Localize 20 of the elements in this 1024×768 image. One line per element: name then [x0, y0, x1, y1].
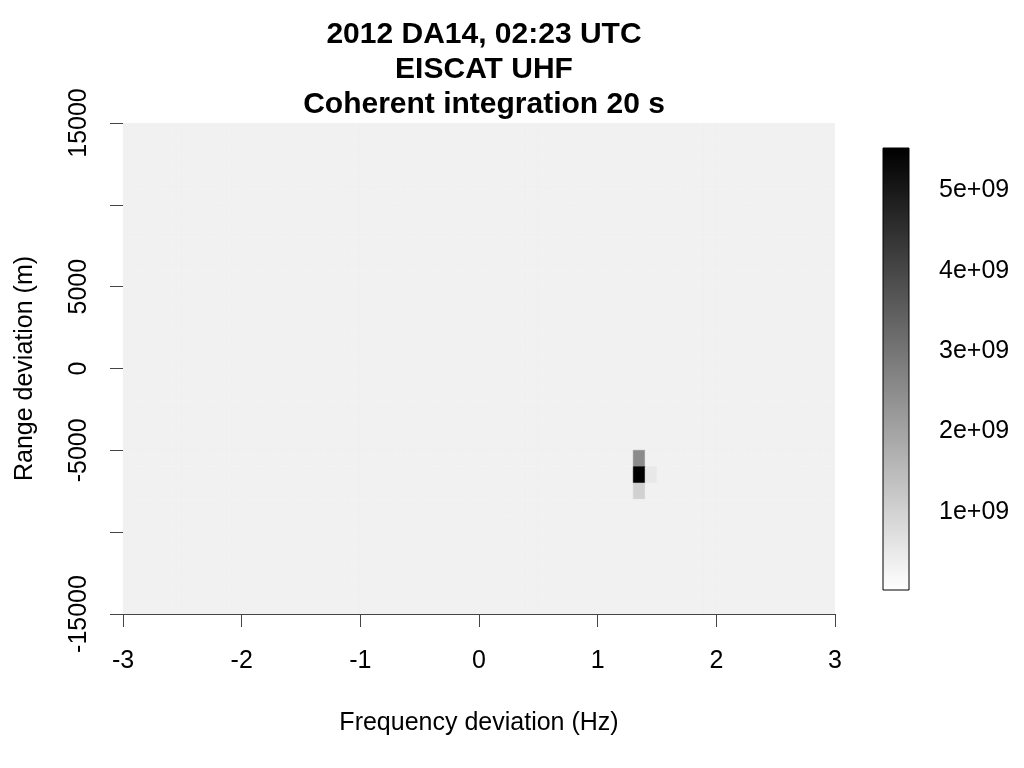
y-tick-label: -15000: [62, 575, 91, 653]
x-tick-label: 3: [828, 644, 842, 673]
chart-title: 2012 DA14, 02:23 UTC EISCAT UHF Coherent integration 20 s: [303, 16, 665, 119]
color-bar-label: 1e+09: [939, 495, 1010, 524]
x-tick-label: 1: [590, 644, 605, 673]
x-tick-label: -2: [230, 644, 253, 673]
color-bar-label: 4e+09: [939, 254, 1010, 283]
color-bar-label: 5e+09: [939, 174, 1010, 203]
y-tick-label: 5000: [62, 258, 91, 315]
color-bar-label: 3e+09: [939, 334, 1010, 363]
x-tick-label: 0: [472, 644, 486, 673]
y-tick-label: 15000: [62, 88, 91, 158]
y-axis-title: Range deviation (m): [8, 255, 37, 482]
x-axis-title: Frequency deviation (Hz): [339, 706, 619, 735]
x-tick-label: -1: [349, 644, 372, 673]
y-tick-label: 0: [62, 361, 91, 376]
color-bar-label: 2e+09: [939, 415, 1010, 444]
x-tick-label: -3: [111, 644, 135, 673]
x-tick-label: 2: [709, 644, 724, 673]
y-tick-label: -5000: [62, 418, 91, 483]
